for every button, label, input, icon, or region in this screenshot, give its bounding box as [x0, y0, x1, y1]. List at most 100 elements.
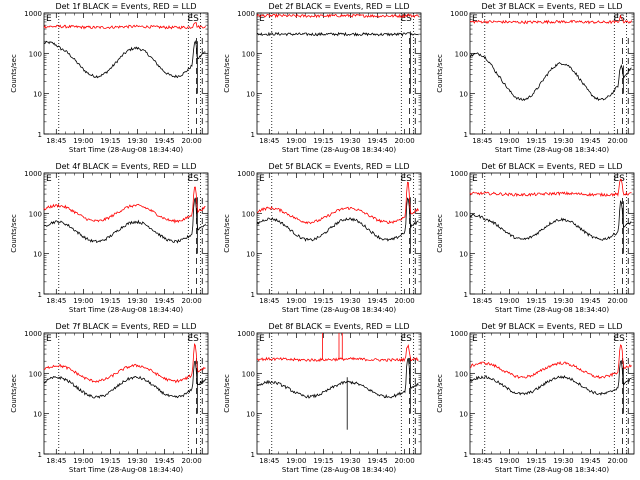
x-axis-label: Start Time (28-Aug-08 18:34:40): [495, 306, 609, 314]
x-tick-label: 20:00: [608, 457, 628, 465]
annotation-e: E: [46, 14, 52, 24]
annotation-e: E: [259, 174, 265, 184]
plot-frame: [43, 12, 209, 135]
y-tick-label: 100: [242, 50, 255, 58]
chart-panel-3: Det 3f BLACK = Events, RED = LLD 1 10 100 10…: [436, 2, 635, 154]
y-tick-label: 1000: [24, 10, 42, 18]
x-tick-label: 19:30: [553, 297, 573, 305]
y-axis-label: Counts/sec: [10, 214, 18, 253]
x-axis-label: Start Time (28-Aug-08 18:34:40): [69, 306, 183, 314]
x-tick-label: 20:00: [395, 137, 415, 145]
chart-title: Det 6f BLACK = Events, RED = LLD: [481, 162, 622, 171]
x-tick-label: 18:45: [46, 457, 66, 465]
x-tick-label: 19:30: [127, 457, 147, 465]
x-tick-label: 20:00: [608, 297, 628, 305]
y-tick-label: 10: [246, 411, 255, 419]
x-tick-label: 20:00: [395, 297, 415, 305]
chart-panel-2: Det 2f BLACK = Events, RED = LLD 1 10 100 10…: [223, 2, 422, 154]
y-tick-label: 1: [251, 131, 255, 139]
x-tick-label: 18:45: [259, 137, 279, 145]
chart-panel-8: Det 8f BLACK = Events, RED = LLD 1 10 100 10…: [223, 322, 422, 474]
series-events-line: [256, 357, 419, 399]
y-tick-label: 1000: [24, 330, 42, 338]
x-tick-label: 19:30: [340, 137, 360, 145]
chart-panel-5: Det 5f BLACK = Events, RED = LLD 1 10 100 10…: [223, 162, 422, 314]
y-tick-label: 1: [251, 291, 255, 299]
y-tick-label: 10: [33, 411, 42, 419]
series-lld-line: [469, 178, 632, 198]
x-tick-label: 18:45: [259, 297, 279, 305]
y-tick-label: 100: [29, 210, 42, 218]
chart-title: Det 3f BLACK = Events, RED = LLD: [481, 2, 622, 11]
y-tick-label: 100: [242, 210, 255, 218]
series-lld-line: [256, 343, 419, 363]
x-tick-label: 20:00: [182, 297, 202, 305]
y-tick-label: 1000: [237, 330, 255, 338]
y-axis-label: Counts/sec: [10, 374, 18, 413]
x-tick-label: 19:30: [340, 297, 360, 305]
series-lld-line: [256, 181, 419, 225]
y-axis-label: Counts/sec: [223, 214, 231, 253]
x-tick-label: 19:00: [286, 137, 306, 145]
x-tick-label: 19:00: [73, 137, 93, 145]
y-axis-label: Counts/sec: [10, 54, 18, 93]
y-axis-label: Counts/sec: [436, 214, 444, 253]
x-tick-label: 19:00: [73, 297, 93, 305]
chart-panel-6: Det 6f BLACK = Events, RED = LLD 1 10 100 10…: [436, 162, 635, 314]
y-tick-label: 1000: [450, 10, 468, 18]
x-tick-label: 19:45: [580, 297, 600, 305]
y-tick-label: 100: [29, 370, 42, 378]
x-tick-label: 19:30: [340, 457, 360, 465]
annotation-es: ES: [401, 334, 413, 344]
y-tick-label: 100: [455, 210, 468, 218]
y-tick-label: 1: [464, 451, 468, 459]
annotation-es: ES: [188, 174, 200, 184]
x-tick-label: 19:15: [100, 297, 120, 305]
y-tick-label: 1000: [24, 170, 42, 178]
x-axis-label: Start Time (28-Aug-08 18:34:40): [495, 466, 609, 474]
x-tick-label: 19:15: [313, 297, 333, 305]
y-axis-label: Counts/sec: [436, 54, 444, 93]
y-axis-label: Counts/sec: [223, 374, 231, 413]
annotation-e: E: [46, 174, 52, 184]
x-tick-label: 19:00: [286, 457, 306, 465]
x-tick-label: 19:45: [367, 457, 387, 465]
annotation-es: ES: [614, 174, 626, 184]
y-tick-label: 1: [464, 291, 468, 299]
x-tick-label: 19:00: [73, 457, 93, 465]
y-tick-label: 10: [33, 91, 42, 99]
annotation-es: ES: [614, 334, 626, 344]
series-events-line: [44, 197, 206, 244]
x-tick-label: 19:30: [553, 457, 573, 465]
chart-panel-9: Det 9f BLACK = Events, RED = LLD 1 10 100 10…: [436, 322, 635, 474]
chart-panel-1: Det 1f BLACK = Events, RED = LLD 1 10 100 10…: [10, 2, 209, 154]
series-events-line: [469, 52, 632, 102]
x-tick-label: 19:15: [313, 457, 333, 465]
y-tick-label: 100: [29, 50, 42, 58]
y-tick-label: 10: [459, 411, 468, 419]
y-tick-label: 10: [459, 91, 468, 99]
y-tick-label: 1: [464, 131, 468, 139]
x-tick-label: 19:15: [526, 137, 546, 145]
x-tick-label: 19:00: [499, 137, 519, 145]
chart-title: Det 1f BLACK = Events, RED = LLD: [55, 2, 196, 11]
x-tick-label: 19:00: [499, 457, 519, 465]
series-lld-line: [44, 343, 206, 384]
x-tick-label: 19:45: [580, 137, 600, 145]
x-tick-label: 19:00: [499, 297, 519, 305]
x-tick-label: 20:00: [608, 137, 628, 145]
y-tick-label: 100: [242, 370, 255, 378]
x-tick-label: 19:30: [127, 137, 147, 145]
y-tick-label: 10: [459, 251, 468, 259]
plot-frame: [256, 172, 422, 295]
x-axis-label: Start Time (28-Aug-08 18:34:40): [69, 466, 183, 474]
x-tick-label: 20:00: [182, 137, 202, 145]
y-axis-label: Counts/sec: [223, 54, 231, 93]
y-tick-label: 1: [38, 291, 42, 299]
chart-title: Det 4f BLACK = Events, RED = LLD: [55, 162, 196, 171]
plot-frame: [469, 172, 635, 295]
annotation-e: E: [472, 174, 478, 184]
series-events-line: [43, 360, 206, 399]
annotation-es: ES: [188, 334, 200, 344]
